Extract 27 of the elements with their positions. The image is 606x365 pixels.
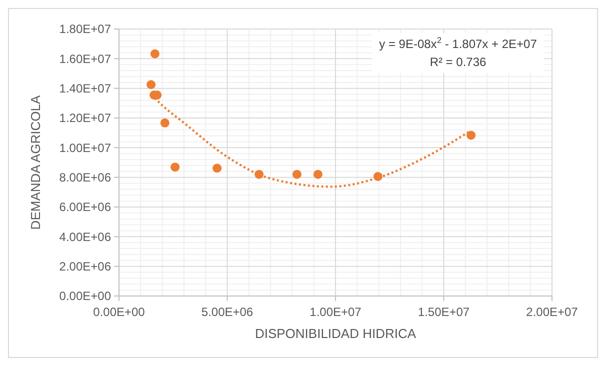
point bbox=[170, 162, 180, 172]
annotation: R² = 0.736 bbox=[430, 55, 487, 69]
y-tick-label: 8.00E+06 bbox=[59, 170, 112, 185]
y-tick-label: 0.00E+00 bbox=[59, 289, 112, 304]
x-tick-label: 0.00E+00 bbox=[93, 305, 146, 319]
y-tick-label: 6.00E+06 bbox=[59, 200, 112, 214]
y-tick-label: 4.00E+06 bbox=[59, 230, 112, 244]
y-tick-label: 2.00E+06 bbox=[59, 260, 112, 274]
x-tick-label: 1.00E+07 bbox=[310, 305, 362, 319]
point bbox=[150, 49, 160, 58]
x-tick-label: 1.50E+07 bbox=[418, 305, 470, 319]
annotation: y = 9E-08x$^{2}$ - 1.807x + 2E+07 bbox=[379, 35, 538, 51]
y-tick-label: 1.00E+07 bbox=[59, 140, 112, 155]
point bbox=[146, 80, 156, 90]
y-tick-label: 1.40E+07 bbox=[59, 82, 112, 96]
x-tick-label: 5.00E+06 bbox=[201, 305, 254, 319]
point bbox=[212, 164, 222, 173]
point bbox=[466, 130, 476, 140]
y-tick-label: 1.80E+07 bbox=[59, 22, 112, 36]
y-tick-label: 1.60E+07 bbox=[59, 52, 112, 66]
point bbox=[292, 170, 302, 179]
x-axis-title: DISPONIBILIDAD HIDRICA bbox=[254, 326, 416, 341]
y-tick-label: 1.20E+07 bbox=[59, 111, 112, 126]
point bbox=[160, 118, 170, 128]
x-tick-label: 2.00E+07 bbox=[526, 305, 578, 319]
y-axis-title: DEMANDA AGRICOLA bbox=[28, 94, 43, 230]
point bbox=[313, 170, 322, 179]
